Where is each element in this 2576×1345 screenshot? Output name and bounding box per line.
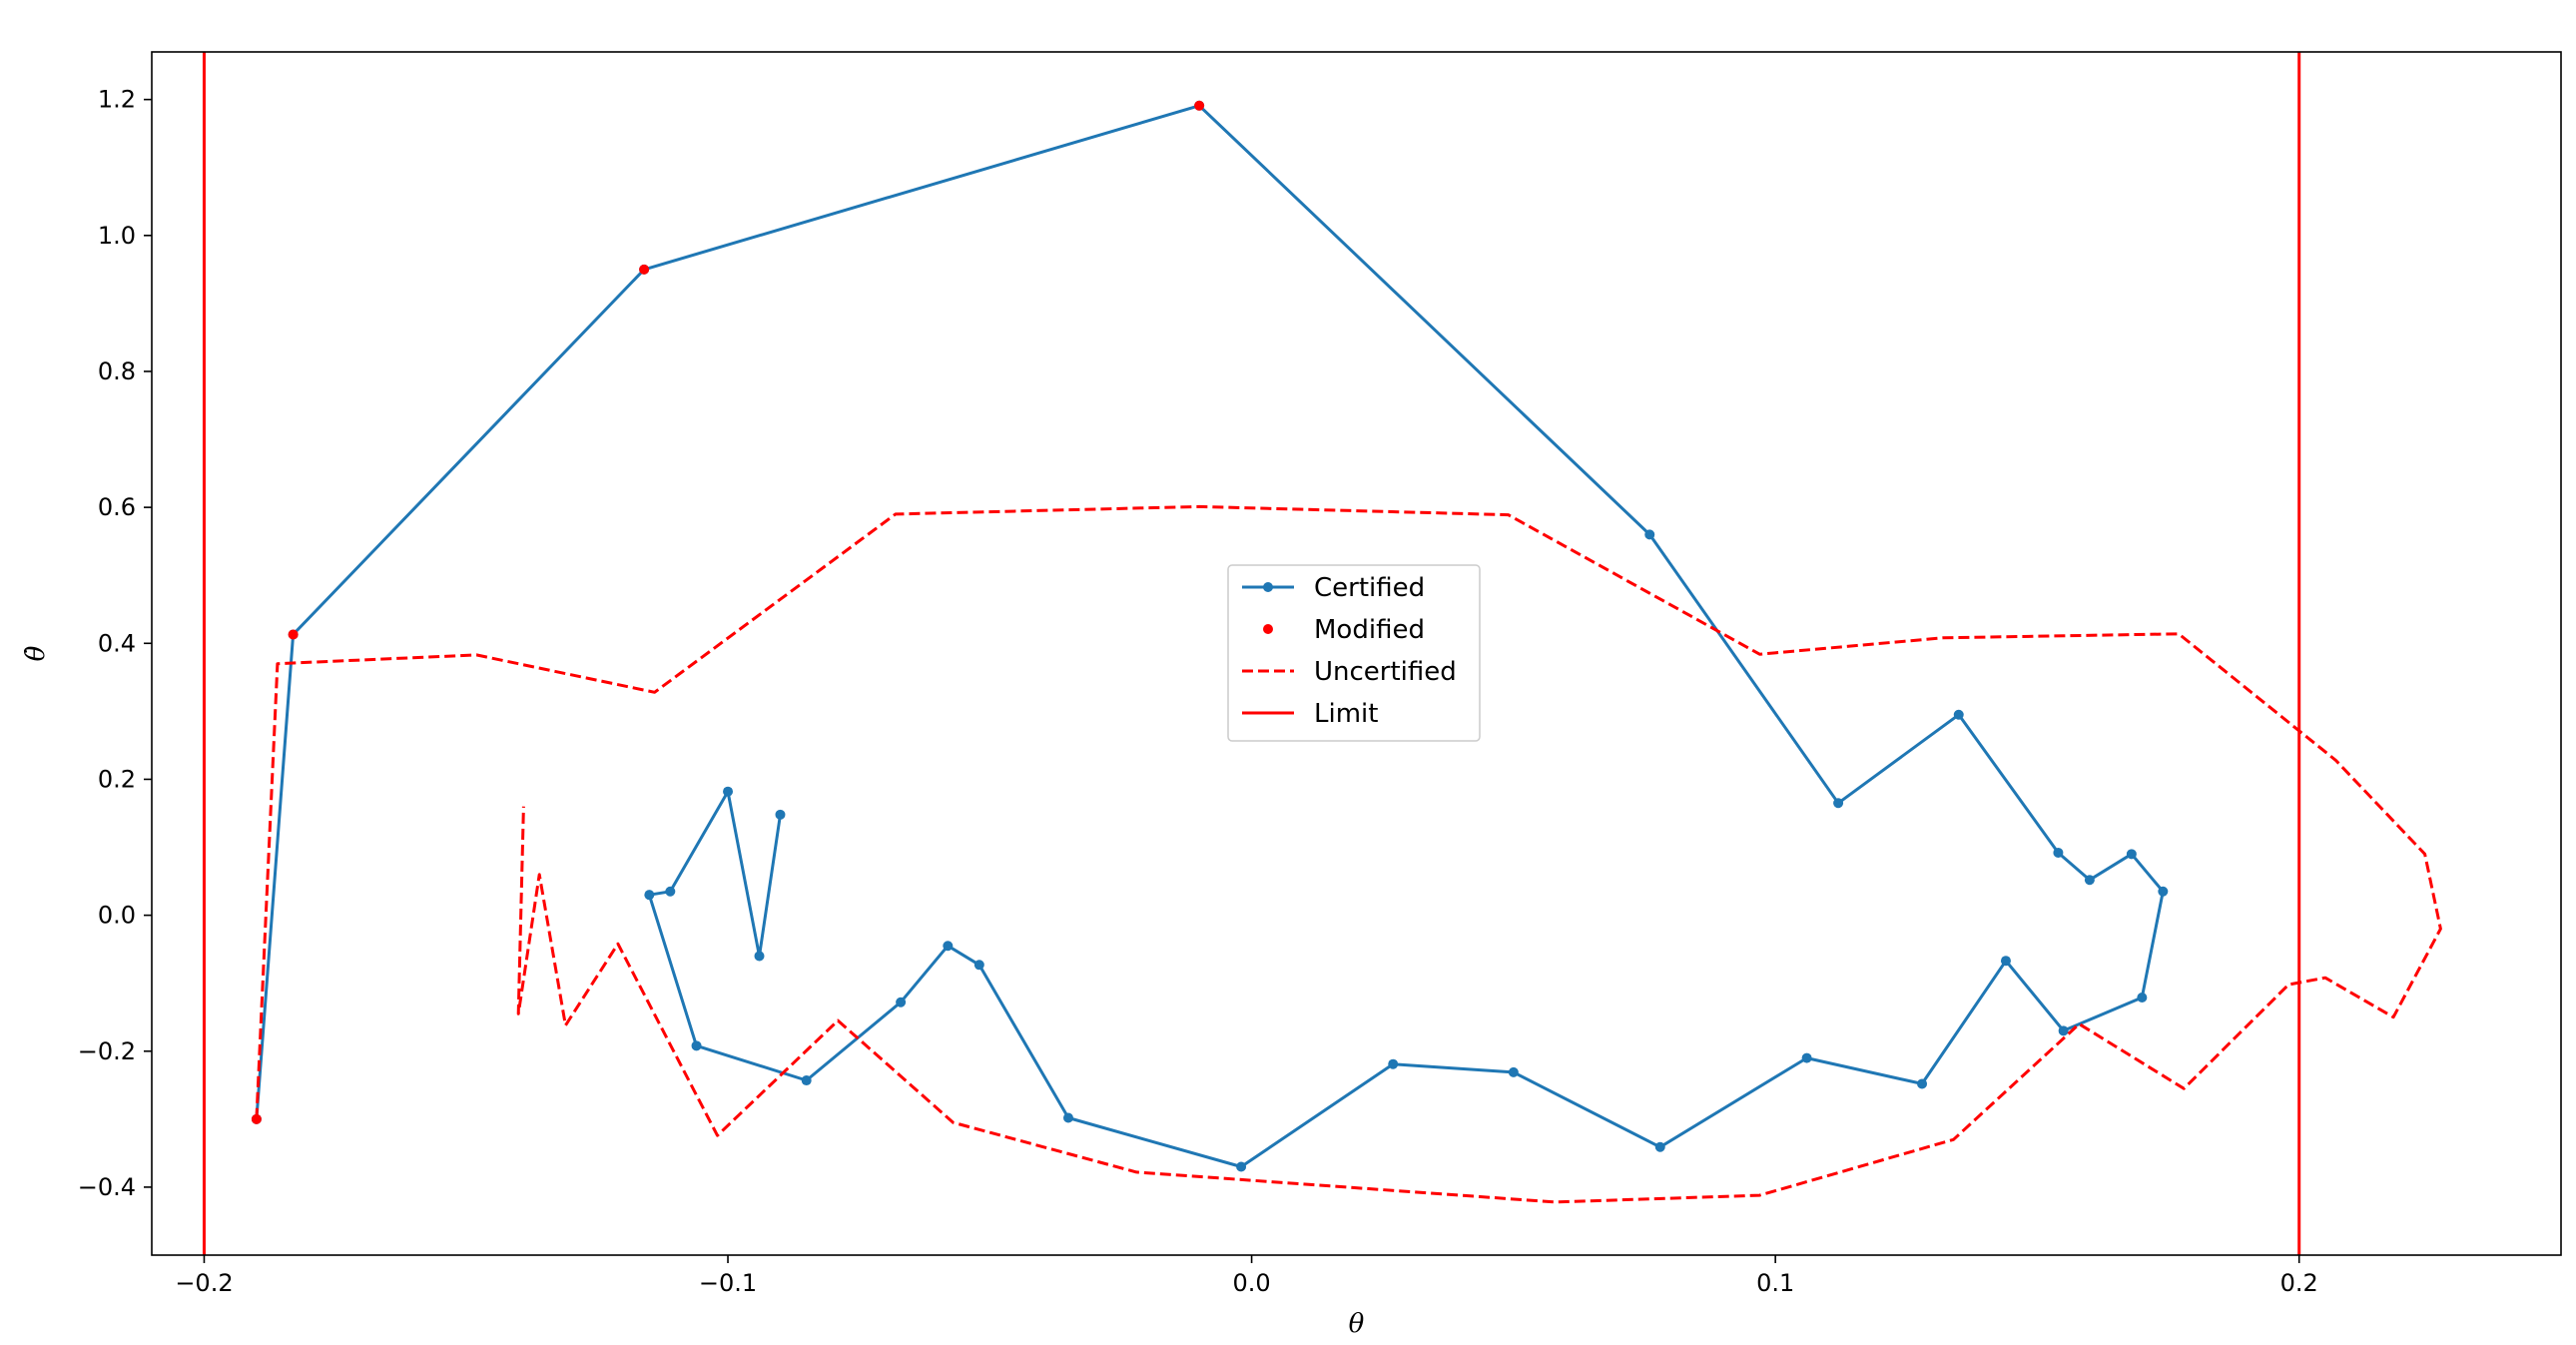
y-tick-label: 0.8: [98, 357, 136, 385]
y-tick-label: −0.2: [78, 1037, 136, 1065]
y-tick-label: 0.4: [98, 629, 136, 657]
certified-point: [2084, 875, 2095, 886]
certified-point: [754, 951, 765, 962]
certified-point: [2058, 1025, 2069, 1036]
certified-point: [691, 1040, 702, 1051]
modified-point: [639, 264, 650, 275]
y-axis-label: θ̇: [21, 645, 51, 661]
certified-point: [723, 786, 734, 797]
modified-point: [288, 629, 299, 640]
certified-point: [1508, 1066, 1519, 1077]
certified-point: [1801, 1052, 1812, 1063]
certified-point: [1644, 529, 1655, 540]
legend-label-limit: Limit: [1314, 699, 1378, 729]
legend-label-certified: Certified: [1314, 573, 1425, 603]
x-axis-label: θ: [1349, 1309, 1365, 1339]
certified-point: [1388, 1058, 1399, 1069]
y-tick-label: −0.4: [78, 1173, 136, 1201]
uncertified-line: [255, 504, 2442, 1204]
modified-point: [1194, 100, 1205, 111]
certified-point: [2053, 847, 2064, 858]
legend-label-modified: Modified: [1314, 615, 1425, 645]
certified-point: [1654, 1141, 1665, 1152]
certified-point: [1917, 1078, 1928, 1089]
legend-marker-modified: [1263, 624, 1273, 634]
certified-point: [973, 960, 984, 971]
certified-point: [896, 997, 907, 1008]
y-tick-label: 1.2: [98, 86, 136, 114]
plot-frame: [151, 51, 2562, 1256]
legend-marker-certified: [1263, 582, 1273, 592]
ticks-layer: −0.2 −0.1 0.0 0.1 0.2 −0.4 −0.2 0.0 0.2 0.4 0.6 0.8…: [78, 86, 2318, 1297]
certified-line: [255, 104, 2165, 1168]
certified-point: [2000, 956, 2011, 967]
certified-point: [1236, 1161, 1247, 1172]
legend: Certified Modified Uncertified Limit: [1227, 564, 1481, 742]
y-tick-label: 1.0: [98, 222, 136, 250]
certified-point: [943, 941, 954, 952]
certified-point: [2126, 849, 2137, 860]
certified-point: [775, 809, 786, 820]
certified-point: [1833, 798, 1844, 809]
x-tick-label: 0.2: [2280, 1269, 2318, 1297]
legend-label-uncertified: Uncertified: [1314, 657, 1457, 687]
certified-point: [665, 886, 676, 897]
series-layer: [202, 52, 2442, 1255]
certified-point: [2158, 886, 2169, 897]
legend-box: [1227, 564, 1481, 742]
certified-point: [801, 1075, 812, 1086]
y-tick-label: 0.0: [98, 902, 136, 930]
x-tick-label: 0.0: [1233, 1269, 1271, 1297]
certified-point: [1953, 709, 1964, 720]
modified-point: [251, 1113, 262, 1124]
plot-area: [151, 51, 2562, 1256]
x-tick-label: −0.1: [699, 1269, 757, 1297]
y-tick-label: 0.2: [98, 765, 136, 793]
y-tick-label: 0.6: [98, 493, 136, 521]
certified-point: [2137, 992, 2148, 1003]
certified-point: [644, 890, 655, 901]
certified-point: [1062, 1112, 1073, 1123]
x-tick-label: 0.1: [1756, 1269, 1794, 1297]
x-tick-label: −0.2: [175, 1269, 233, 1297]
